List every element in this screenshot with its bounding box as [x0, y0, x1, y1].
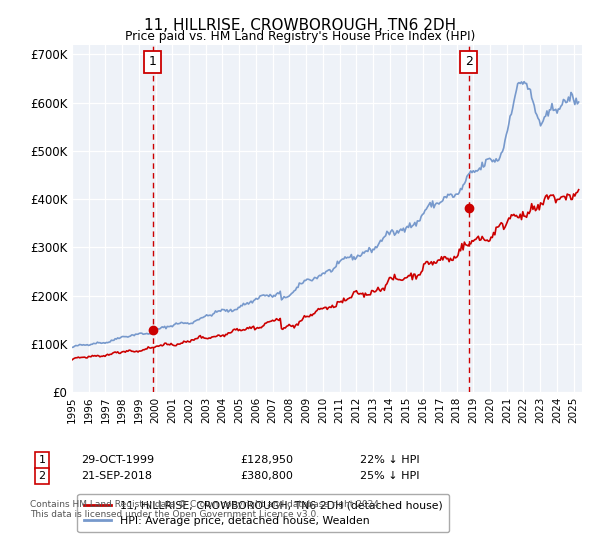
Text: 2: 2 — [464, 55, 473, 68]
Text: Price paid vs. HM Land Registry's House Price Index (HPI): Price paid vs. HM Land Registry's House … — [125, 30, 475, 43]
Text: 21-SEP-2018: 21-SEP-2018 — [81, 471, 152, 481]
Text: £128,950: £128,950 — [240, 455, 293, 465]
Text: Contains HM Land Registry data © Crown copyright and database right 2024.
This d: Contains HM Land Registry data © Crown c… — [30, 500, 382, 519]
Text: 1: 1 — [149, 55, 157, 68]
Text: 2: 2 — [38, 471, 46, 481]
Text: 11, HILLRISE, CROWBOROUGH, TN6 2DH: 11, HILLRISE, CROWBOROUGH, TN6 2DH — [144, 18, 456, 33]
Text: 1: 1 — [38, 455, 46, 465]
Text: £380,800: £380,800 — [240, 471, 293, 481]
Text: 22% ↓ HPI: 22% ↓ HPI — [360, 455, 419, 465]
Legend: 11, HILLRISE, CROWBOROUGH, TN6 2DH (detached house), HPI: Average price, detache: 11, HILLRISE, CROWBOROUGH, TN6 2DH (deta… — [77, 494, 449, 533]
Text: 25% ↓ HPI: 25% ↓ HPI — [360, 471, 419, 481]
Text: 29-OCT-1999: 29-OCT-1999 — [81, 455, 154, 465]
